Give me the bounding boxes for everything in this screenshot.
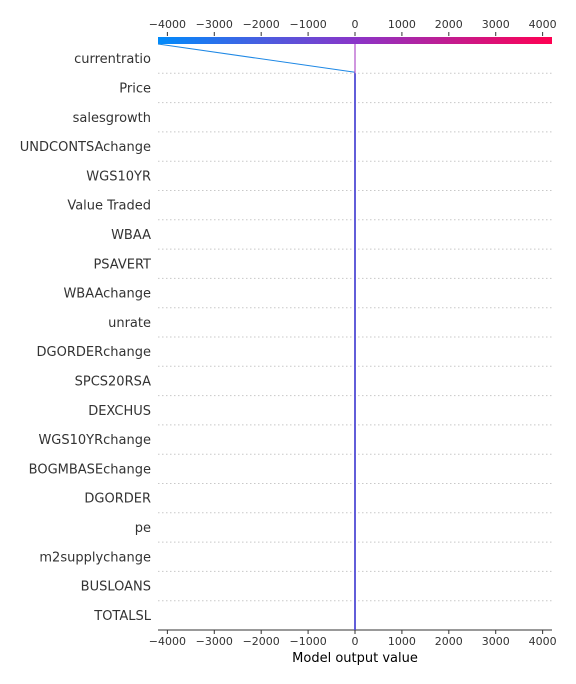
feature-label: m2supplychange — [39, 550, 151, 565]
bottom-tick-label: −1000 — [289, 635, 326, 648]
top-tick-label: 1000 — [388, 18, 416, 31]
feature-label: DEXCHUS — [88, 404, 151, 419]
bottom-tick-label: 3000 — [482, 635, 510, 648]
feature-label: BOGMBASEchange — [29, 462, 151, 477]
feature-label: WGS10YRchange — [38, 433, 151, 448]
top-tick-label: 4000 — [529, 18, 557, 31]
feature-label: DGORDER — [84, 492, 151, 507]
feature-label: pe — [135, 521, 151, 536]
bottom-tick-label: 0 — [352, 635, 359, 648]
feature-label: currentratio — [74, 52, 151, 67]
feature-label: UNDCONTSAchange — [20, 140, 151, 155]
feature-label: BUSLOANS — [81, 580, 151, 595]
top-tick-label: −2000 — [243, 18, 280, 31]
decision-paths — [157, 43, 356, 630]
feature-label: WBAAchange — [63, 287, 151, 302]
feature-label: TOTALSL — [93, 609, 151, 624]
bottom-tick-label: 1000 — [388, 635, 416, 648]
feature-label: SPCS20RSA — [75, 374, 151, 389]
decision-path-segment — [157, 43, 356, 73]
bottom-tick-label: 2000 — [435, 635, 463, 648]
feature-label: Value Traded — [67, 199, 151, 214]
x-axis-label: Model output value — [292, 651, 418, 666]
top-tick-label: 0 — [352, 18, 359, 31]
bottom-tick-label: 4000 — [529, 635, 557, 648]
top-tick-label: 2000 — [435, 18, 463, 31]
feature-label: PSAVERT — [93, 257, 151, 272]
top-tick-label: −4000 — [149, 18, 186, 31]
top-tick-label: −1000 — [289, 18, 326, 31]
feature-label: WGS10YR — [86, 169, 151, 184]
colorbar — [158, 37, 552, 44]
feature-label: unrate — [108, 316, 151, 331]
feature-labels: currentratio Price salesgrowth UNDCONTSAcha… — [20, 52, 152, 624]
bottom-axis: −4000 −3000 −2000 −1000 0 1000 2000 3000 4000 — [149, 630, 557, 648]
feature-label: Price — [119, 81, 151, 96]
bottom-tick-label: −3000 — [196, 635, 233, 648]
top-axis: −4000 −3000 −2000 −1000 0 1000 2000 3000 4000 — [149, 18, 557, 36]
bottom-tick-label: −4000 — [149, 635, 186, 648]
top-tick-label: 3000 — [482, 18, 510, 31]
feature-label: salesgrowth — [73, 111, 151, 126]
bottom-tick-label: −2000 — [243, 635, 280, 648]
top-tick-label: −3000 — [196, 18, 233, 31]
feature-label: WBAA — [111, 228, 151, 243]
feature-label: DGORDERchange — [37, 345, 151, 360]
